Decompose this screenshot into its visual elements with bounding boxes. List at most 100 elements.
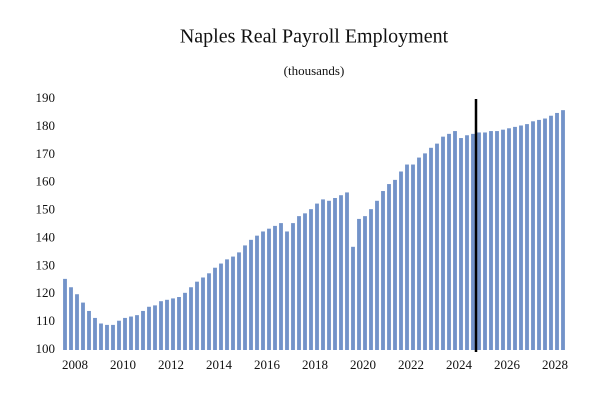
bar [87, 310, 91, 350]
bar [411, 164, 415, 350]
bar [453, 131, 457, 350]
bar [543, 118, 547, 351]
bar [363, 216, 367, 350]
bar [531, 121, 535, 350]
bar [111, 324, 115, 350]
bar [279, 223, 283, 350]
bar [243, 245, 247, 350]
bar [495, 131, 499, 350]
x-tick-label: 2012 [158, 357, 184, 372]
bar [273, 225, 277, 350]
bar [75, 294, 79, 350]
x-tick-label: 2026 [494, 357, 521, 372]
bar [159, 301, 163, 350]
bar [561, 110, 565, 351]
bar [327, 200, 331, 350]
bar [501, 129, 505, 350]
y-tick-label: 120 [36, 285, 56, 300]
x-tick-label: 2022 [398, 357, 424, 372]
bar [435, 143, 439, 350]
bar [153, 305, 157, 350]
x-tick-label: 2008 [62, 357, 88, 372]
bar [207, 273, 211, 350]
bar [237, 252, 241, 350]
bar [555, 112, 559, 350]
bar [189, 287, 193, 350]
bar [351, 246, 355, 350]
bar [525, 124, 529, 350]
bar [117, 320, 121, 350]
x-tick-label: 2028 [542, 357, 568, 372]
x-tick-label: 2014 [206, 357, 233, 372]
bar [507, 128, 511, 350]
bar [69, 287, 73, 350]
y-tick-label: 190 [36, 90, 56, 105]
bar [459, 138, 463, 350]
bar [231, 256, 235, 350]
bar [441, 136, 445, 350]
x-tick-label: 2024 [446, 357, 473, 372]
bar [309, 209, 313, 350]
bar [357, 218, 361, 350]
bar [297, 216, 301, 350]
bar [405, 164, 409, 350]
bar [177, 297, 181, 350]
bar [261, 231, 265, 350]
bar [105, 324, 109, 350]
bar [219, 263, 223, 350]
bar [249, 239, 253, 350]
bar [417, 157, 421, 350]
y-tick-label: 160 [36, 174, 56, 189]
bar [285, 231, 289, 350]
bar [225, 259, 229, 350]
x-tick-label: 2020 [350, 357, 376, 372]
bar [135, 315, 139, 350]
chart-title: Naples Real Payroll Employment [180, 26, 449, 48]
bar [171, 298, 175, 350]
bar [537, 119, 541, 351]
bar [255, 235, 259, 350]
bar [465, 135, 469, 350]
bar [549, 115, 553, 350]
bar [381, 191, 385, 350]
y-tick-label: 110 [36, 313, 55, 328]
bar [513, 126, 517, 350]
y-tick-label: 170 [36, 146, 56, 161]
y-tick-label: 130 [36, 257, 56, 272]
bar [399, 171, 403, 350]
bar [93, 317, 97, 350]
bar [147, 306, 151, 350]
x-tick-label: 2018 [302, 357, 328, 372]
bar [519, 125, 523, 350]
chart-subtitle: (thousands) [284, 63, 345, 78]
bar [429, 147, 433, 350]
bar [291, 223, 295, 350]
bar [81, 302, 85, 350]
bar [123, 317, 127, 350]
bar [99, 323, 103, 350]
bar [201, 277, 205, 350]
bar [339, 195, 343, 350]
y-tick-label: 140 [36, 229, 56, 244]
x-tick-label: 2010 [110, 357, 136, 372]
bar [471, 133, 475, 350]
bar [345, 192, 349, 350]
bar [375, 200, 379, 350]
y-tick-label: 100 [36, 341, 56, 356]
bar [423, 153, 427, 350]
bar [369, 209, 373, 350]
bar [129, 316, 133, 350]
bar [321, 199, 325, 350]
bar [267, 228, 271, 350]
bar [333, 198, 337, 350]
bar [387, 184, 391, 350]
bar [477, 132, 481, 350]
bar [141, 310, 145, 350]
bar [393, 179, 397, 350]
bar [483, 132, 487, 350]
bar [303, 213, 307, 350]
bar [447, 133, 451, 350]
bar [63, 278, 67, 350]
